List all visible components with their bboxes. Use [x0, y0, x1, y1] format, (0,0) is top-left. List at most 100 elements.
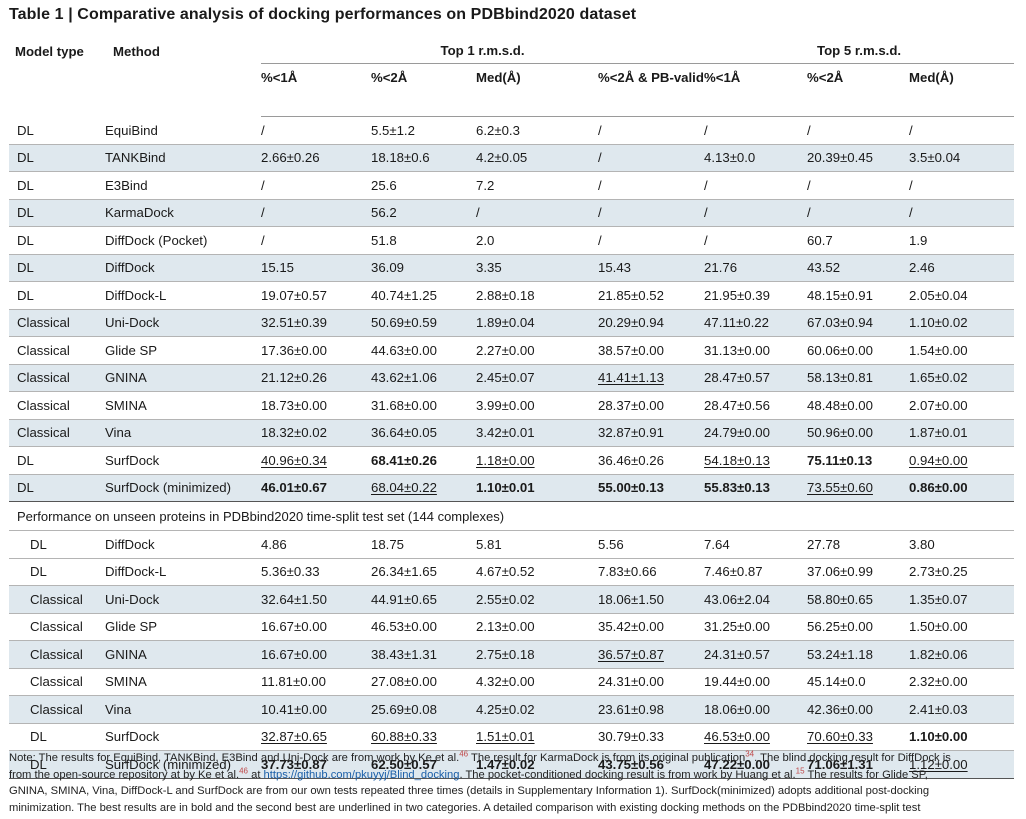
value-cell: 4.25±0.02: [476, 695, 598, 724]
value-cell: 46.53±0.00: [371, 613, 476, 641]
value-cell: /: [261, 116, 371, 145]
value-cell: 5.81: [476, 530, 598, 559]
model-type-cell: DL: [9, 116, 105, 145]
table-row: DL DiffDock 15.15 36.09 3.35 15.43 21.76 43.52 2…: [9, 254, 1015, 282]
table-row: Classical Glide SP 16.67±0.00 46.53±0.00 2.1…: [9, 613, 1015, 641]
value-cell: 1.89±0.04: [476, 309, 598, 337]
value-cell: 27.08±0.00: [371, 668, 476, 696]
value-cell: 31.25±0.00: [704, 613, 808, 641]
table-row: DL EquiBind/5.5±1.2 6.2±0.3// / /: [9, 116, 1015, 145]
value-cell: 44.91±0.65: [371, 585, 476, 614]
ref-sup: 46: [459, 749, 469, 759]
value-cell: /: [261, 199, 371, 227]
table-row: Classical SMINA 18.73±0.00 31.68±0.00 3.99±0…: [9, 391, 1015, 420]
table-row: Classical Uni-Dock 32.51±0.39 50.69±0.59 1.8…: [9, 309, 1015, 337]
value-cell: 30.79±0.33: [598, 723, 705, 751]
method-cell: SMINA: [105, 391, 261, 420]
value-cell: 1.54±0.00: [909, 336, 1015, 365]
value-cell: 47.22±0.00: [704, 750, 808, 779]
method-cell: Uni-Dock: [105, 309, 261, 337]
model-type-cell: Classical: [9, 695, 105, 724]
value-cell: 45.14±0.0: [807, 668, 910, 696]
value-cell: 71.06±1.31: [807, 750, 910, 779]
value-cell: 53.24±1.18: [807, 640, 910, 669]
value-cell: /: [807, 116, 910, 145]
value-cell: /: [909, 171, 1015, 200]
results-table: Model type Method Top 1 r.m.s.d. Top 5 r…: [9, 38, 1015, 779]
value-cell: 2.27±0.00: [476, 336, 598, 365]
value-cell: 2.05±0.04: [909, 281, 1015, 310]
value-cell: /: [807, 199, 910, 227]
value-cell: 1.35±0.07: [909, 585, 1015, 614]
value-cell: 25.6: [371, 171, 476, 200]
value-cell: 24.79±0.00: [704, 419, 808, 447]
value-cell: 7.83±0.66: [598, 558, 705, 586]
value-cell: 37.73±0.87: [261, 750, 371, 779]
method-cell: Vina: [105, 419, 261, 447]
method-cell: GNINA: [105, 640, 261, 669]
header-top1-lt1: %<1Å: [261, 63, 371, 117]
model-type-cell: Classical: [9, 364, 105, 392]
value-cell: 2.66±0.26: [261, 144, 371, 172]
value-cell: 43.75±0.56: [598, 750, 705, 779]
value-cell: 1.87±0.01: [909, 419, 1015, 447]
value-cell: 23.61±0.98: [598, 695, 705, 724]
method-cell: Glide SP: [105, 613, 261, 641]
value-cell: 40.96±0.34: [261, 446, 371, 475]
value-cell: 21.12±0.26: [261, 364, 371, 392]
note-text: at: [248, 768, 264, 781]
model-type-cell: Classical: [9, 585, 105, 614]
value-cell: 1.9: [909, 226, 1015, 255]
value-cell: 2.41±0.03: [909, 695, 1015, 724]
value-cell: 50.96±0.00: [807, 419, 910, 447]
value-cell: 5.5±1.2: [371, 116, 476, 145]
value-cell: /: [598, 144, 705, 172]
table-row: DL DiffDock 4.86 18.75 5.81 5.56 7.64 27.78 3.80: [9, 530, 1015, 559]
model-type-cell: Classical: [9, 336, 105, 365]
table-row: DL SurfDock 40.96±0.34 68.41±0.26 1.18±0.00 3…: [9, 446, 1015, 475]
value-cell: 4.13±0.0: [704, 144, 808, 172]
method-cell: DiffDock-L: [105, 281, 261, 310]
method-cell: Uni-Dock: [105, 585, 261, 614]
value-cell: 68.04±0.22: [371, 474, 476, 502]
value-cell: 1.10±0.01: [476, 474, 598, 502]
value-cell: 3.35: [476, 254, 598, 282]
value-cell: 3.5±0.04: [909, 144, 1015, 172]
value-cell: 20.29±0.94: [598, 309, 705, 337]
value-cell: 1.50±0.00: [909, 613, 1015, 641]
value-cell: 41.41±1.13: [598, 364, 705, 392]
value-cell: /: [598, 199, 705, 227]
model-type-cell: DL: [9, 723, 105, 751]
method-cell: DiffDock: [105, 254, 261, 282]
value-cell: 56.25±0.00: [807, 613, 910, 641]
table-row: DL DiffDock-L 5.36±0.33 26.34±1.65 4.67±0.52…: [9, 558, 1015, 586]
repo-link[interactable]: https://github.com/pkuyyj/Blind_docking: [263, 768, 460, 781]
value-cell: 7.64: [704, 530, 808, 559]
value-cell: 18.32±0.02: [261, 419, 371, 447]
header-top1-lt2: %<2Å: [371, 63, 476, 117]
value-cell: 46.01±0.67: [261, 474, 371, 502]
model-type-cell: Classical: [9, 419, 105, 447]
method-cell: DiffDock (Pocket): [105, 226, 261, 255]
model-type-cell: DL: [9, 254, 105, 282]
value-cell: 2.45±0.07: [476, 364, 598, 392]
value-cell: 2.55±0.02: [476, 585, 598, 614]
table-row: DL E3Bind/25.6 7.2// / /: [9, 171, 1015, 200]
value-cell: 7.46±0.87: [704, 558, 808, 586]
model-type-cell: DL: [9, 750, 105, 779]
value-cell: 1.47±0.02: [476, 750, 598, 779]
value-cell: 75.11±0.13: [807, 446, 910, 475]
method-cell: SurfDock (minimized): [105, 474, 261, 502]
value-cell: 1.18±0.00: [476, 446, 598, 475]
value-cell: /: [704, 199, 808, 227]
value-cell: 21.76: [704, 254, 808, 282]
value-cell: 38.57±0.00: [598, 336, 705, 365]
value-cell: 2.13±0.00: [476, 613, 598, 641]
value-cell: 16.67±0.00: [261, 640, 371, 669]
method-cell: GNINA: [105, 364, 261, 392]
value-cell: 42.36±0.00: [807, 695, 910, 724]
section-unseen-proteins-title: Performance on unseen proteins in PDBbin…: [9, 501, 1015, 531]
value-cell: 17.36±0.00: [261, 336, 371, 365]
value-cell: 1.51±0.01: [476, 723, 598, 751]
value-cell: 1.12±0.00: [909, 750, 1015, 779]
